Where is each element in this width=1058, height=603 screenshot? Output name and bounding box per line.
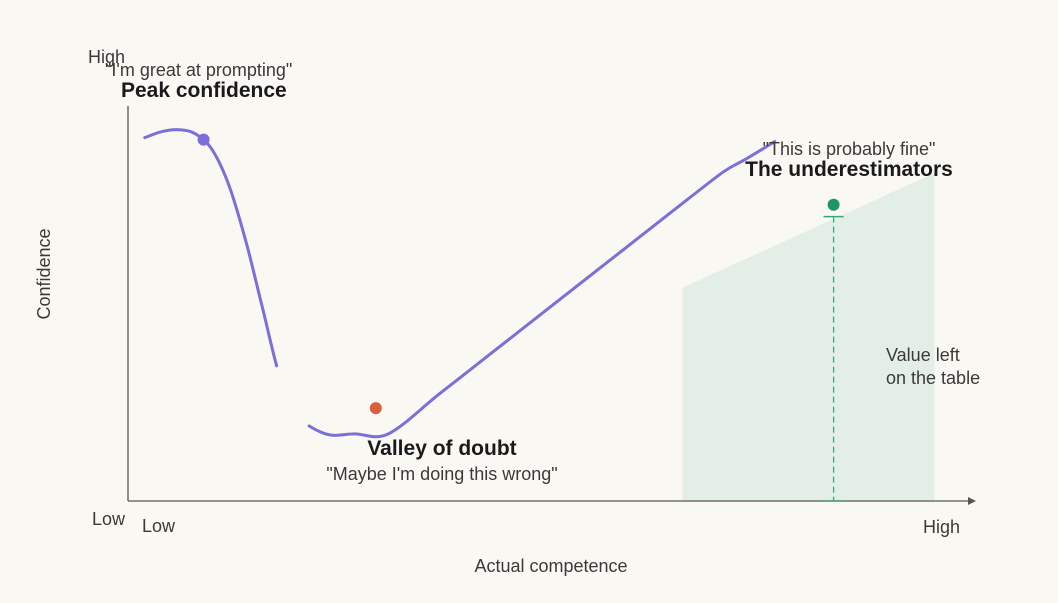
valley-point	[369, 402, 382, 415]
y-axis-title: Confidence	[34, 228, 54, 319]
x-tick-low: Low	[142, 516, 176, 536]
y-tick-high: High	[88, 47, 125, 67]
valley-quote: "Maybe I'm doing this wrong"	[326, 464, 557, 484]
x-axis-title: Actual competence	[474, 556, 627, 576]
value-left-region	[682, 173, 935, 501]
peak-title: Peak confidence	[121, 79, 287, 102]
x-axis-arrow	[968, 497, 976, 505]
value-left-note-line2: on the table	[886, 368, 980, 388]
underestimators-quote: "This is probably fine"	[763, 139, 936, 159]
underestimators-point	[827, 198, 840, 211]
x-tick-high: High	[923, 517, 960, 537]
confidence-curve	[143, 128, 777, 439]
valley-title: Valley of doubt	[367, 437, 516, 460]
value-left-note-line1: Value left	[886, 345, 960, 365]
peak-quote: "I'm great at prompting"	[105, 60, 292, 80]
y-tick-low: Low	[92, 509, 126, 529]
peak-point	[197, 133, 210, 146]
underestimators-title: The underestimators	[745, 158, 953, 181]
